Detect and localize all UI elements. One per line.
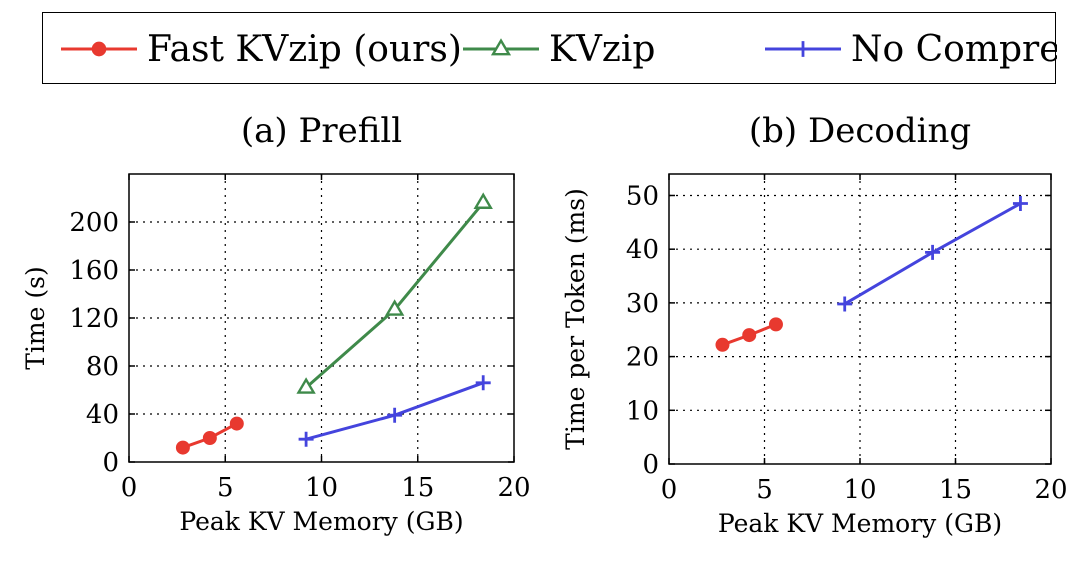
grid-lines — [669, 174, 1051, 464]
y-tick-label: 40 — [86, 400, 119, 430]
data-point-no-compression — [298, 431, 314, 447]
y-axis-label: Time (s) — [21, 266, 50, 369]
x-tick-label: 15 — [939, 475, 972, 505]
y-tick-label: 200 — [69, 208, 119, 238]
x-axis-label: Peak KV Memory (GB) — [179, 507, 463, 536]
data-point-fast-kvzip-ours — [768, 317, 783, 332]
y-tick-label: 120 — [69, 304, 119, 334]
series-fast-kvzip-ours — [175, 416, 244, 455]
data-point-no-compression — [387, 407, 403, 423]
x-tick-label: 0 — [661, 475, 678, 505]
y-tick-label: 10 — [626, 396, 659, 426]
x-tick-label: 20 — [497, 473, 530, 503]
prefill-chart: 0 5 10 15 20 0 40 80 120 160 200 (a) Prefill Peak KV… — [0, 100, 546, 568]
decoding-chart: 0 5 10 15 20 0 10 20 30 40 50 (b) Decoding Peak KV M… — [546, 100, 1092, 568]
y-tick-label: 50 — [626, 181, 659, 211]
legend-marker-triangle — [490, 38, 512, 56]
y-tick-label: 0 — [642, 450, 659, 480]
x-tick-label: 20 — [1034, 475, 1067, 505]
data-point-no-compression — [925, 244, 941, 260]
legend-label: No Compression — [851, 29, 1057, 70]
series-no-compression — [298, 375, 491, 447]
legend-item: KVzip — [463, 29, 655, 70]
x-tick-label: 0 — [121, 473, 138, 503]
data-point-fast-kvzip-ours — [715, 337, 730, 352]
legend-item: No Compression — [765, 29, 1057, 70]
y-tick-label: 0 — [102, 448, 119, 478]
legend-marker-plus — [795, 41, 811, 57]
data-point-fast-kvzip-ours — [742, 328, 757, 343]
series-no-compression — [837, 196, 1028, 312]
grid-lines — [129, 174, 514, 462]
data-point-no-compression — [1012, 196, 1028, 212]
legend-label: KVzip — [549, 29, 655, 70]
data-point-no-compression — [837, 296, 853, 312]
y-tick-label: 160 — [69, 256, 119, 286]
x-tick-label: 10 — [843, 475, 876, 505]
legend-item: Fast KVzip (ours) — [61, 29, 462, 70]
legend-graphics: Fast KVzip (ours) KVzip No Compression — [61, 29, 1057, 70]
data-point-kvzip — [296, 377, 316, 394]
series-fast-kvzip-ours — [715, 317, 783, 352]
y-axis-label: Time per Token (ms) — [561, 188, 590, 450]
data-point-fast-kvzip-ours — [175, 440, 190, 455]
series-line-kvzip — [305, 201, 485, 389]
data-point-kvzip — [473, 192, 493, 209]
data-point-fast-kvzip-ours — [202, 431, 217, 445]
chart-legend: Fast KVzip (ours) KVzip No Compression — [42, 12, 1057, 84]
x-axis-label: Peak KV Memory (GB) — [718, 509, 1002, 538]
x-tick-label: 10 — [305, 473, 338, 503]
x-tick-label: 15 — [401, 473, 434, 503]
data-point-fast-kvzip-ours — [229, 416, 244, 431]
series-kvzip — [296, 192, 493, 394]
y-tick-label: 80 — [86, 352, 119, 382]
chart-title: (b) Decoding — [749, 111, 971, 151]
y-tick-label: 30 — [626, 289, 659, 319]
legend-marker-circle — [91, 41, 107, 57]
data-point-kvzip — [384, 299, 405, 316]
x-tick-label: 5 — [756, 475, 773, 505]
data-point-no-compression — [475, 375, 491, 391]
chart-title: (a) Prefill — [241, 111, 402, 151]
y-tick-label: 20 — [626, 343, 659, 373]
y-tick-label: 40 — [626, 235, 659, 265]
x-tick-label: 5 — [217, 473, 234, 503]
decoding-chart-svg: 0 5 10 15 20 0 10 20 30 40 50 (b) Decoding Peak KV M… — [561, 111, 1068, 538]
legend-label: Fast KVzip (ours) — [147, 29, 462, 70]
